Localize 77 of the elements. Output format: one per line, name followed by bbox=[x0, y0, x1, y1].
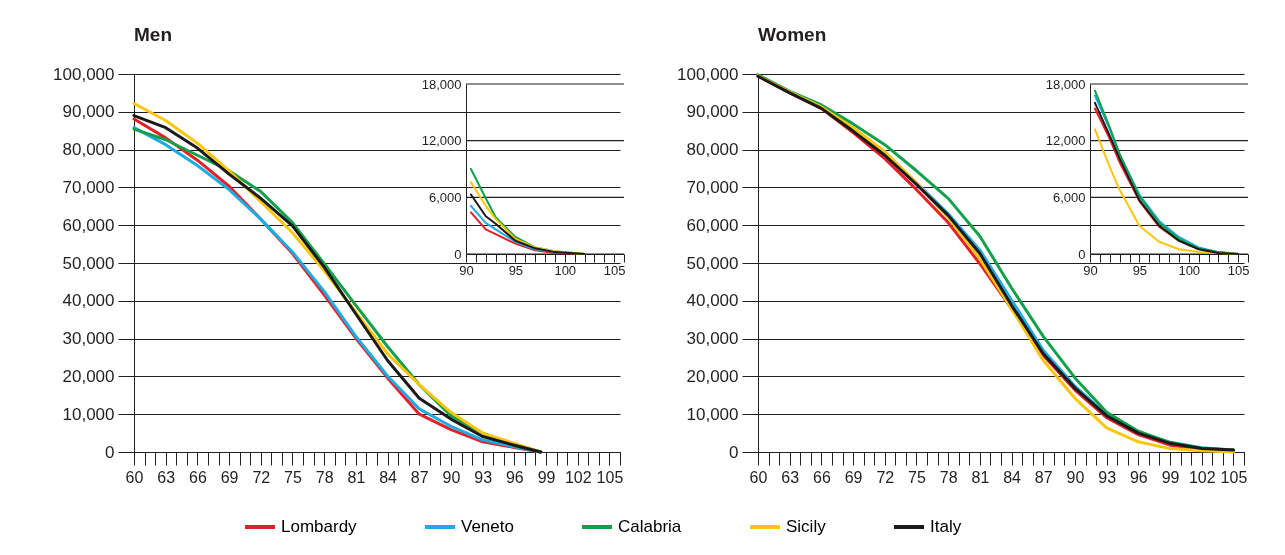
x-tick-label: 96 bbox=[1129, 468, 1148, 486]
y-tick-label: 90,000 bbox=[62, 102, 115, 122]
y-tick-label: 70,000 bbox=[686, 177, 739, 197]
y-tick-label: 6,000 bbox=[428, 189, 462, 205]
x-tick-label: 63 bbox=[781, 468, 800, 486]
x-tick-label: 81 bbox=[347, 468, 366, 486]
legend-label: Sicily bbox=[786, 517, 827, 536]
y-tick-label: 10,000 bbox=[62, 404, 115, 424]
x-tick-label: 87 bbox=[410, 468, 429, 486]
x-tick-label: 60 bbox=[749, 468, 768, 486]
x-tick-label: 105 bbox=[596, 468, 624, 486]
x-tick-label: 105 bbox=[1220, 468, 1248, 486]
y-tick-label: 80,000 bbox=[62, 140, 115, 160]
y-tick-label: 90,000 bbox=[686, 102, 739, 122]
x-tick-label: 66 bbox=[812, 468, 831, 486]
chart-title: Women bbox=[758, 24, 827, 45]
x-tick-label: 105 bbox=[603, 262, 626, 278]
x-tick-label: 102 bbox=[1188, 468, 1216, 486]
y-tick-label: 100,000 bbox=[53, 64, 115, 84]
y-tick-label: 0 bbox=[1078, 246, 1086, 262]
x-tick-label: 78 bbox=[315, 468, 334, 486]
y-tick-label: 80,000 bbox=[686, 140, 739, 160]
y-tick-label: 18,000 bbox=[1045, 76, 1086, 92]
x-tick-label: 66 bbox=[188, 468, 207, 486]
y-tick-label: 0 bbox=[105, 442, 115, 462]
legend-label: Calabria bbox=[618, 517, 682, 536]
y-tick-label: 10,000 bbox=[686, 404, 739, 424]
y-tick-label: 40,000 bbox=[62, 291, 115, 311]
x-tick-label: 102 bbox=[564, 468, 592, 486]
legend-label: Lombardy bbox=[281, 517, 358, 536]
y-tick-label: 18,000 bbox=[421, 76, 462, 92]
x-tick-label: 93 bbox=[474, 468, 493, 486]
x-tick-label: 69 bbox=[220, 468, 239, 486]
y-tick-label: 12,000 bbox=[1045, 133, 1086, 149]
y-tick-label: 20,000 bbox=[62, 366, 115, 386]
x-tick-label: 84 bbox=[1003, 468, 1022, 486]
y-tick-label: 0 bbox=[729, 442, 739, 462]
y-tick-label: 60,000 bbox=[62, 215, 115, 235]
x-tick-label: 75 bbox=[908, 468, 926, 486]
y-tick-label: 30,000 bbox=[62, 329, 115, 349]
x-tick-label: 93 bbox=[1098, 468, 1117, 486]
y-tick-label: 6,000 bbox=[1052, 189, 1086, 205]
y-tick-label: 100,000 bbox=[677, 64, 739, 84]
x-tick-label: 90 bbox=[1083, 262, 1098, 278]
x-tick-label: 95 bbox=[1132, 262, 1148, 278]
y-tick-label: 50,000 bbox=[686, 253, 739, 273]
x-tick-label: 99 bbox=[537, 468, 556, 486]
x-tick-label: 105 bbox=[1227, 262, 1250, 278]
x-tick-label: 95 bbox=[508, 262, 524, 278]
x-tick-label: 78 bbox=[939, 468, 958, 486]
x-tick-label: 90 bbox=[459, 262, 474, 278]
x-tick-label: 96 bbox=[505, 468, 524, 486]
x-tick-label: 72 bbox=[252, 468, 271, 486]
chart-title: Men bbox=[134, 24, 172, 45]
y-tick-label: 12,000 bbox=[421, 133, 462, 149]
y-tick-label: 40,000 bbox=[686, 291, 739, 311]
x-tick-label: 72 bbox=[876, 468, 895, 486]
y-tick-label: 20,000 bbox=[686, 366, 739, 386]
x-tick-label: 90 bbox=[442, 468, 461, 486]
legend-label: Italy bbox=[930, 517, 962, 536]
legend-label: Veneto bbox=[461, 517, 514, 536]
x-tick-label: 100 bbox=[554, 262, 577, 278]
x-tick-label: 90 bbox=[1066, 468, 1085, 486]
y-tick-label: 50,000 bbox=[62, 253, 115, 273]
y-tick-label: 70,000 bbox=[62, 177, 115, 197]
y-tick-label: 30,000 bbox=[686, 329, 739, 349]
y-tick-label: 0 bbox=[454, 246, 462, 262]
x-tick-label: 84 bbox=[379, 468, 398, 486]
x-tick-label: 63 bbox=[157, 468, 176, 486]
x-tick-label: 69 bbox=[844, 468, 863, 486]
x-tick-label: 81 bbox=[971, 468, 990, 486]
x-tick-label: 60 bbox=[125, 468, 144, 486]
x-tick-label: 87 bbox=[1034, 468, 1053, 486]
x-tick-label: 99 bbox=[1161, 468, 1180, 486]
x-tick-label: 75 bbox=[284, 468, 302, 486]
y-tick-label: 60,000 bbox=[686, 215, 739, 235]
x-tick-label: 100 bbox=[1178, 262, 1201, 278]
